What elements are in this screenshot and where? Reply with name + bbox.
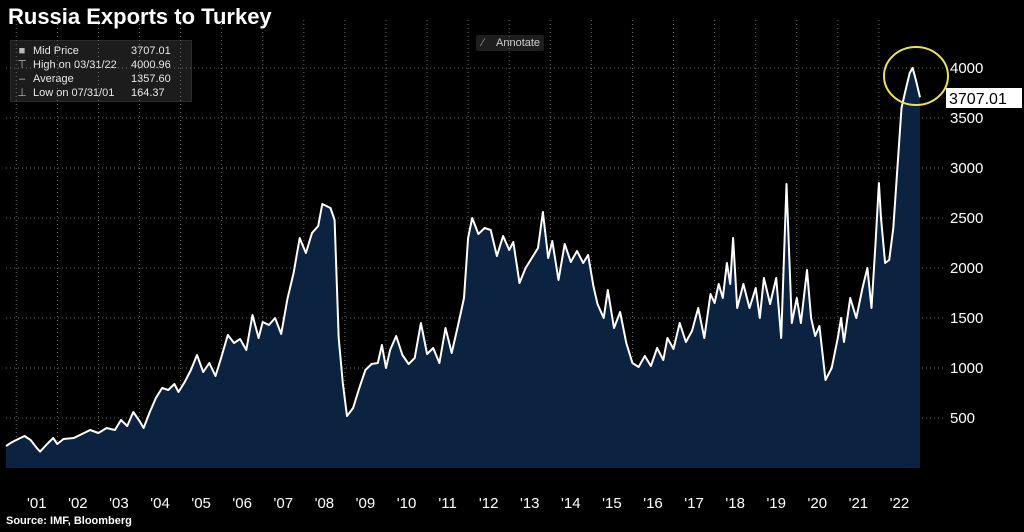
x-tick-label: '13 xyxy=(520,495,540,512)
legend-label: Average xyxy=(33,73,74,85)
x-tick-label: '05 xyxy=(191,495,211,512)
legend-value: 1357.60 xyxy=(131,73,171,85)
average-icon: – xyxy=(18,73,26,85)
legend-label: Mid Price xyxy=(33,45,79,57)
series-line xyxy=(5,66,921,453)
legend-value: 3707.01 xyxy=(131,45,171,57)
x-tick-label: '06 xyxy=(232,495,252,512)
legend: ■ Mid Price 3707.01 ⊤ High on 03/31/22 4… xyxy=(10,40,192,102)
last-value-box xyxy=(946,88,1022,108)
y-tick-label: 3000 xyxy=(950,160,983,177)
x-tick-label: '15 xyxy=(602,495,622,512)
x-tick-label: '10 xyxy=(397,495,417,512)
last-value-label: 3707.01 xyxy=(949,91,1007,108)
x-tick-label: '22 xyxy=(890,495,910,512)
y-tick-label: 1000 xyxy=(950,360,983,377)
x-tick-label: '20 xyxy=(808,495,828,512)
last-value-badge: 3707.01 xyxy=(946,88,1022,108)
legend-row-high: ⊤ High on 03/31/22 4000.96 xyxy=(11,58,191,72)
annotate-label: Annotate xyxy=(496,37,541,49)
x-tick-label: '12 xyxy=(479,495,499,512)
legend-label: High on 03/31/22 xyxy=(33,59,117,71)
x-tick-label: '16 xyxy=(643,495,663,512)
x-tick-label: '04 xyxy=(150,495,170,512)
x-tick-label: '02 xyxy=(68,495,88,512)
area-fill xyxy=(6,67,920,469)
y-tick-label: 2000 xyxy=(950,260,983,277)
pencil-icon: ∕ xyxy=(482,37,484,49)
x-axis: '01 '02 '03 '04 '05 '06 '07 '08 '09 '10 '11 '12 '13 '… xyxy=(27,495,909,512)
peak-highlight-circle xyxy=(883,46,949,106)
legend-label: Low on 07/31/01 xyxy=(33,87,115,99)
x-tick-label: '11 xyxy=(438,495,456,512)
x-tick-label: '19 xyxy=(766,495,786,512)
x-tick-label: '08 xyxy=(315,495,335,512)
y-tick-label: 4000 xyxy=(950,60,983,77)
mid-price-icon: ■ xyxy=(18,45,26,57)
source-note: Source: IMF, Bloomberg xyxy=(6,515,132,527)
legend-row-mid: ■ Mid Price 3707.01 xyxy=(11,44,191,58)
legend-row-average: – Average 1357.60 xyxy=(11,72,191,86)
x-tick-label: '17 xyxy=(684,495,704,512)
x-tick-label: '01 xyxy=(27,495,47,512)
x-tick-label: '07 xyxy=(273,495,293,512)
x-tick-label: '14 xyxy=(561,495,581,512)
y-tick-label: 3500 xyxy=(950,110,983,127)
x-tick-label: '21 xyxy=(849,495,869,512)
low-icon: ⊥ xyxy=(17,87,27,99)
x-tick-label: '03 xyxy=(109,495,129,512)
y-axis: 500 1000 1500 2000 2500 3000 3500 4000 xyxy=(950,60,983,427)
high-icon: ⊤ xyxy=(17,59,27,71)
y-tick-label: 2500 xyxy=(950,210,983,227)
legend-value: 4000.96 xyxy=(131,59,171,71)
y-tick-label: 500 xyxy=(950,410,975,427)
x-tick-label: '09 xyxy=(356,495,376,512)
y-tick-label: 1500 xyxy=(950,310,983,327)
annotate-button[interactable]: ∕ Annotate xyxy=(476,35,544,51)
x-tick-label: '18 xyxy=(725,495,745,512)
